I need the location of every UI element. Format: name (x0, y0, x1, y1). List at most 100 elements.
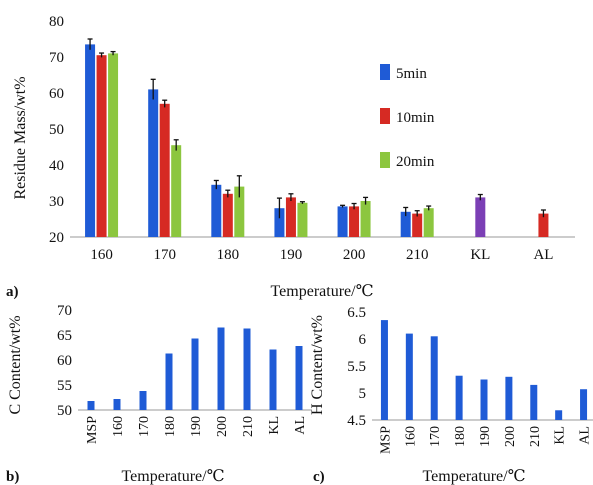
panel-a-xtick-label: 170 (153, 247, 176, 263)
panel-b-ytick-label: 60 (57, 353, 72, 369)
panel-c-bar-AL (580, 389, 588, 420)
panel-a-legend-swatch-20min (380, 152, 390, 168)
panel-b-xtick-label: MSP (85, 416, 100, 444)
panel-c-ytick-label: 5 (359, 386, 367, 402)
panel-a-bar-20min (171, 145, 182, 237)
panel-a-ytick-label: 30 (49, 194, 64, 210)
panel-a-ytick-label: 20 (49, 230, 64, 246)
panel-b-xtick-label: AL (293, 416, 308, 435)
panel-b-ytick-label: 50 (57, 403, 72, 419)
panel-a-bar-5min (211, 184, 222, 237)
panel-b-xlabel: Temperature/℃ (122, 468, 225, 485)
panel-b-bar-170 (139, 391, 147, 410)
panel-c-bar-KL (555, 410, 563, 420)
panel-b-xtick-label: 190 (189, 416, 204, 437)
panel-c-ylabel: H Content/wt% (309, 315, 326, 415)
panel-a-xtick-label: 210 (406, 247, 429, 263)
panel-a-xtick-label: 190 (280, 247, 303, 263)
panel-a-bar-20min (234, 186, 245, 237)
panel-b-ytick-label: 65 (57, 328, 72, 344)
panel-b-bar-190 (191, 338, 199, 410)
panel-c-ytick-label: 6.5 (347, 305, 366, 321)
panel-a-bar-10min (349, 206, 360, 237)
panel-b-xtick-label: 210 (241, 416, 256, 437)
panel-b-xtick-label: 160 (111, 416, 126, 437)
panel-a-legend: 5min 10min 20min (380, 64, 435, 170)
panel-b-label: b) (6, 469, 19, 485)
panel-c-ytick-label: 6 (359, 332, 367, 348)
panel-a-bar-20min (297, 202, 308, 237)
panel-c-bar-170 (430, 336, 438, 420)
panel-a-bar-10min (159, 103, 170, 237)
panel-a-bar-20min (423, 208, 434, 237)
panel-a-bar-5min (337, 206, 348, 237)
panel-b-bar-AL (295, 346, 303, 410)
panel-c-xtick-label: AL (578, 426, 593, 445)
panel-c-xtick-label: 210 (528, 426, 543, 447)
panel-a-chart: Residue Mass/wt% a) Temperature/℃ 20 30 40… (6, 14, 575, 300)
panel-b-bar-MSP (87, 401, 95, 410)
panel-a-legend-label-5min: 5min (396, 66, 427, 82)
panel-a-bar-20min (360, 201, 371, 237)
panel-b-bar-160 (113, 399, 121, 410)
panel-c-bar-180 (455, 375, 463, 420)
panel-a-legend-label-20min: 20min (396, 154, 435, 170)
panel-b-bar-180 (165, 353, 173, 410)
panel-a-xtick-label: 180 (217, 247, 240, 263)
panel-c-chart: H Content/wt% c) Temperature/℃ 4.5 5 5.5 6 6… (309, 305, 593, 485)
panel-c-xlabel: Temperature/℃ (423, 468, 526, 485)
panel-a-bar-5min (148, 89, 159, 238)
panel-c-label: c) (313, 469, 325, 485)
panel-a-ytick-label: 50 (49, 122, 64, 138)
panel-a-bar-10min (96, 55, 107, 238)
panel-a-bar-5min (85, 44, 96, 238)
panel-a-legend-swatch-5min (380, 64, 390, 80)
panel-b-ytick-label: 55 (57, 378, 72, 394)
panel-a-legend-swatch-10min (380, 108, 390, 124)
panel-b-xtick-label: 170 (137, 416, 152, 437)
panel-c-bar-160 (405, 333, 413, 420)
panel-c-xtick-label: KL (553, 426, 568, 445)
panel-a-xtick-label: 160 (90, 247, 113, 263)
panel-a-bar-10min (222, 193, 233, 237)
panel-a-bar-AL (538, 213, 549, 237)
panel-c-xtick-label: 170 (428, 426, 443, 447)
panel-a-xtick-label: KL (470, 247, 490, 263)
panel-c-ytick-label: 4.5 (347, 413, 366, 429)
panel-b-ytick-label: 70 (57, 303, 72, 319)
panel-a-bar-KL (475, 197, 486, 237)
panel-a-ytick-label: 80 (49, 14, 64, 30)
panel-c-xtick-label: 160 (403, 426, 418, 447)
panel-c-xtick-label: 200 (503, 426, 518, 447)
panel-a-xlabel: Temperature/℃ (271, 283, 374, 300)
panel-a-ytick-label: 60 (49, 86, 64, 102)
panel-b-xtick-label: 200 (215, 416, 230, 437)
panel-c-xtick-label: MSP (378, 426, 393, 454)
panel-c-ytick-label: 5.5 (347, 359, 366, 375)
panel-a-xtick-label: 200 (343, 247, 366, 263)
panel-a-ytick-label: 40 (49, 158, 64, 174)
panel-c-bar-190 (480, 379, 488, 420)
panel-a-bar-5min (274, 208, 285, 237)
panel-a-legend-label-10min: 10min (396, 110, 435, 126)
panel-a-ylabel: Residue Mass/wt% (12, 76, 29, 199)
panel-b-bar-200 (217, 327, 225, 410)
panel-a-bar-5min (400, 211, 411, 237)
panel-b-bar-210 (243, 328, 251, 410)
panel-b-bar-KL (269, 349, 277, 410)
panel-a-label: a) (6, 284, 19, 300)
panel-a-xtick-label: AL (533, 247, 553, 263)
panel-c-bar-MSP (380, 320, 388, 420)
panel-b-xtick-label: 180 (163, 416, 178, 437)
panel-c-bar-200 (505, 376, 513, 420)
panel-c-bar-210 (530, 384, 538, 420)
panel-a-ytick-label: 70 (49, 50, 64, 66)
panel-a-bar-10min (285, 197, 296, 237)
panel-b-ylabel: C Content/wt% (7, 315, 24, 414)
panel-b-xtick-label: KL (267, 416, 282, 435)
panel-c-xtick-label: 190 (478, 426, 493, 447)
panel-a-bar-10min (412, 213, 423, 237)
panel-a-bar-20min (108, 53, 119, 238)
panel-c-xtick-label: 180 (453, 426, 468, 447)
